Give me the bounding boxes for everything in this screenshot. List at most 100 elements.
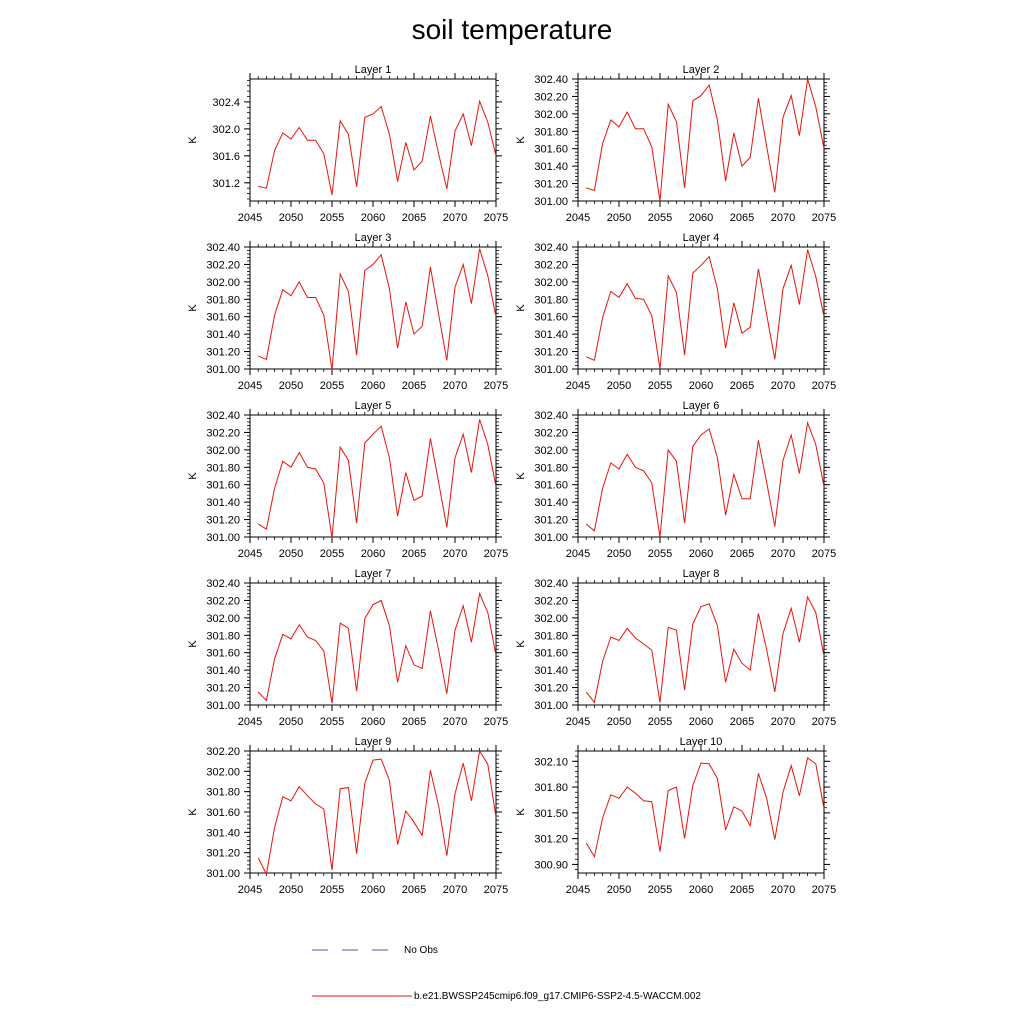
x-tick-label: 2065 <box>730 548 754 560</box>
series-line <box>585 757 825 859</box>
y-tick-label: 301.60 <box>206 312 240 324</box>
x-tick-label: 2045 <box>238 212 262 224</box>
x-tick-label: 2050 <box>607 548 631 560</box>
x-tick-label: 2060 <box>689 380 713 392</box>
x-tick-label: 2070 <box>443 716 467 728</box>
x-tick-label: 2045 <box>566 716 590 728</box>
x-tick-label: 2070 <box>443 380 467 392</box>
y-tick-label: 302.00 <box>206 766 240 778</box>
y-tick-label: 301.80 <box>534 782 568 794</box>
x-tick-label: 2060 <box>689 548 713 560</box>
x-tick-label: 2075 <box>812 212 836 224</box>
y-tick-label: 301.00 <box>534 532 568 544</box>
y-axis-label: K <box>187 640 199 648</box>
y-tick-label: 301.20 <box>534 347 568 359</box>
x-tick-label: 2060 <box>689 212 713 224</box>
x-tick-label: 2045 <box>238 548 262 560</box>
x-tick-label: 2055 <box>320 212 344 224</box>
y-tick-label: 301.6 <box>212 151 240 163</box>
y-tick-label: 301.20 <box>206 515 240 527</box>
x-tick-label: 2065 <box>402 380 426 392</box>
y-tick-label: 302.20 <box>206 746 240 758</box>
y-tick-label: 301.60 <box>206 807 240 819</box>
y-tick-label: 302.40 <box>206 242 240 254</box>
y-tick-label: 301.40 <box>534 497 568 509</box>
y-tick-label: 301.20 <box>534 683 568 695</box>
x-tick-label: 2070 <box>443 212 467 224</box>
x-tick-label: 2075 <box>484 548 508 560</box>
y-tick-label: 302.40 <box>534 242 568 254</box>
legend-swatch-dashed <box>312 949 402 951</box>
x-tick-label: 2060 <box>361 380 385 392</box>
y-tick-label: 302.20 <box>206 427 240 439</box>
y-tick-label: 302.20 <box>206 595 240 607</box>
y-tick-label: 301.40 <box>534 161 568 173</box>
x-tick-label: 2065 <box>730 380 754 392</box>
y-tick-label: 301.00 <box>534 196 568 208</box>
y-axis-label: K <box>515 472 527 480</box>
x-tick-label: 2050 <box>279 212 303 224</box>
x-tick-label: 2050 <box>607 884 631 896</box>
x-tick-label: 2055 <box>648 380 672 392</box>
chart-panel-2: Layer 2 K 2045 2050 2055 2060 2065 2070 2075 301.… <box>515 64 836 224</box>
x-tick-label: 2050 <box>607 716 631 728</box>
chart-panel-4: Layer 4 K 2045 2050 2055 2060 2065 2070 2075 301.… <box>515 232 836 392</box>
x-tick-label: 2070 <box>771 212 795 224</box>
x-tick-label: 2055 <box>648 716 672 728</box>
y-tick-label: 301.80 <box>206 294 240 306</box>
x-tick-label: 2055 <box>320 716 344 728</box>
x-tick-label: 2075 <box>484 212 508 224</box>
panel-title: Layer 10 <box>680 736 723 748</box>
y-tick-label: 301.2 <box>212 178 240 190</box>
y-tick-label: 301.60 <box>206 648 240 660</box>
y-tick-label: 302.00 <box>534 445 568 457</box>
x-tick-label: 2065 <box>402 212 426 224</box>
x-tick-label: 2070 <box>443 548 467 560</box>
y-tick-label: 302.0 <box>212 124 240 136</box>
x-tick-label: 2045 <box>566 380 590 392</box>
y-tick-label: 301.20 <box>206 683 240 695</box>
y-tick-label: 302.00 <box>206 613 240 625</box>
panel-title: Layer 5 <box>355 400 392 412</box>
y-tick-label: 301.20 <box>206 347 240 359</box>
plot-frame <box>577 78 825 202</box>
x-tick-label: 2060 <box>689 884 713 896</box>
y-tick-label: 301.00 <box>206 868 240 880</box>
panel-title: Layer 3 <box>355 232 392 244</box>
y-tick-label: 301.00 <box>206 700 240 712</box>
plot-frame <box>577 414 825 538</box>
x-tick-label: 2065 <box>730 884 754 896</box>
series-line <box>257 749 497 876</box>
chart-panel-8: Layer 8 K 2045 2050 2055 2060 2065 2070 2075 301.… <box>515 568 836 728</box>
y-tick-label: 301.60 <box>534 312 568 324</box>
y-tick-label: 301.60 <box>534 648 568 660</box>
y-tick-label: 302.40 <box>534 74 568 86</box>
y-tick-label: 301.60 <box>206 480 240 492</box>
y-tick-label: 302.40 <box>206 410 240 422</box>
y-tick-label: 302.20 <box>534 259 568 271</box>
x-tick-label: 2065 <box>402 716 426 728</box>
x-tick-label: 2055 <box>320 548 344 560</box>
y-tick-label: 301.80 <box>206 630 240 642</box>
y-tick-label: 302.00 <box>534 613 568 625</box>
y-tick-label: 301.40 <box>534 329 568 341</box>
panel-title: Layer 7 <box>355 568 392 580</box>
x-tick-label: 2060 <box>689 716 713 728</box>
y-tick-label: 301.80 <box>534 294 568 306</box>
y-tick-label: 301.40 <box>206 497 240 509</box>
x-tick-label: 2075 <box>812 548 836 560</box>
y-tick-label: 300.90 <box>534 859 568 871</box>
y-tick-label: 302.40 <box>206 578 240 590</box>
plot-frame <box>577 246 825 370</box>
y-tick-label: 301.40 <box>206 827 240 839</box>
x-tick-label: 2050 <box>279 380 303 392</box>
chart-panel-6: Layer 6 K 2045 2050 2055 2060 2065 2070 2075 301.… <box>515 400 836 560</box>
y-axis-label: K <box>515 304 527 312</box>
x-tick-label: 2075 <box>484 716 508 728</box>
chart-panel-7: Layer 7 K 2045 2050 2055 2060 2065 2070 2075 301.… <box>187 568 508 728</box>
y-tick-label: 301.20 <box>534 515 568 527</box>
series-line <box>258 99 497 195</box>
x-tick-label: 2055 <box>648 884 672 896</box>
y-tick-label: 301.40 <box>206 329 240 341</box>
